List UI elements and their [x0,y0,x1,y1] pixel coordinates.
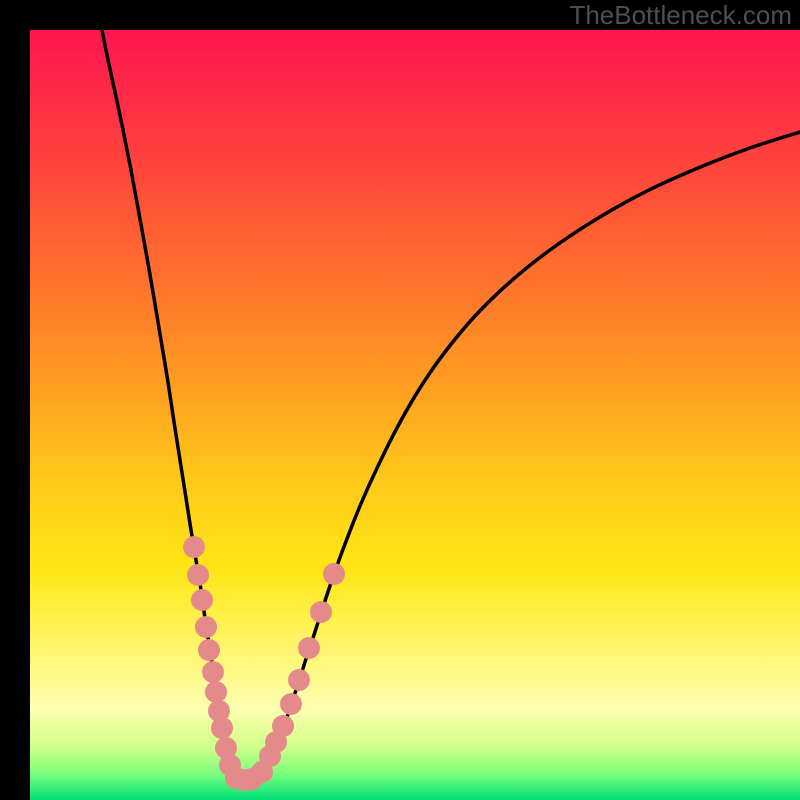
data-point [202,661,224,683]
plot-area [30,30,800,800]
data-point [198,639,220,661]
data-point [288,669,310,691]
data-point [310,601,332,623]
watermark-text: TheBottleneck.com [569,0,792,31]
data-point [195,616,217,638]
data-point [191,589,213,611]
data-point [183,536,205,558]
data-point [205,681,227,703]
data-point [187,564,209,586]
data-point [323,563,345,585]
chart-canvas: TheBottleneck.com [0,0,800,800]
data-point [298,637,320,659]
data-point [280,693,302,715]
curve-layer [30,30,800,800]
data-point [211,717,233,739]
data-point [272,715,294,737]
scatter-points [183,536,345,791]
